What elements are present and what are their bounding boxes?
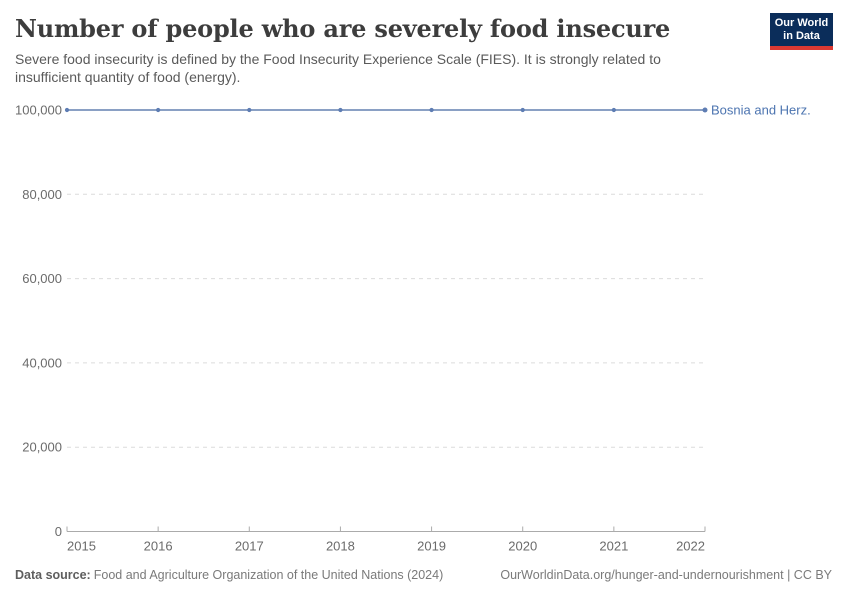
data-point	[611, 107, 616, 113]
x-tick-label: 2018	[326, 539, 355, 554]
x-axis-labels: 2015 2016 2017 2018 2019 2020 2021 2022	[67, 539, 705, 554]
x-tick-label: 2019	[417, 539, 446, 554]
gridlines	[67, 109, 705, 448]
x-tick-label: 2017	[235, 539, 264, 554]
data-point	[247, 107, 252, 113]
y-tick-label: 40,000	[22, 355, 62, 370]
x-tick-label: 2022	[676, 539, 705, 554]
owid-logo-line2: in Data	[783, 29, 820, 42]
owid-logo-line1: Our World	[774, 16, 829, 29]
page-title: Number of people who are severely food i…	[15, 14, 671, 43]
data-point	[156, 107, 161, 113]
x-axis	[66, 526, 706, 532]
y-tick-label: 0	[55, 524, 62, 539]
y-tick-label: 80,000	[22, 187, 62, 202]
x-tick-label: 2015	[67, 539, 96, 554]
data-point	[338, 107, 343, 113]
x-tick-label: 2021	[599, 539, 628, 554]
x-tick-label: 2020	[508, 539, 537, 554]
data-source-label: Data source:	[15, 568, 91, 582]
data-source: Data source: Food and Agriculture Organiz…	[15, 568, 443, 582]
data-point	[702, 107, 708, 113]
y-tick-label: 100,000	[15, 103, 62, 118]
data-series: Bosnia and Herz.	[64, 103, 811, 118]
data-point	[429, 107, 434, 113]
chart-footer: Data source: Food and Agriculture Organiz…	[15, 568, 832, 582]
line-chart: 0 20,000 40,000 60,000 80,000 100,000 2015 2016…	[15, 103, 811, 554]
y-tick-label: 60,000	[22, 271, 62, 286]
y-axis-labels: 0 20,000 40,000 60,000 80,000 100,000	[15, 103, 62, 540]
footer-link[interactable]: OurWorldinData.org/hunger-and-undernouri…	[500, 568, 832, 582]
data-source-text: Food and Agriculture Organization of the…	[93, 568, 444, 582]
data-point	[64, 107, 70, 113]
series-label[interactable]: Bosnia and Herz.	[711, 103, 811, 118]
owid-logo: Our World in Data	[770, 13, 833, 50]
chart-subtitle: Severe food insecurity is defined by the…	[15, 51, 661, 85]
y-tick-label: 20,000	[22, 440, 62, 455]
x-tick-label: 2016	[144, 539, 173, 554]
data-point	[520, 107, 525, 113]
